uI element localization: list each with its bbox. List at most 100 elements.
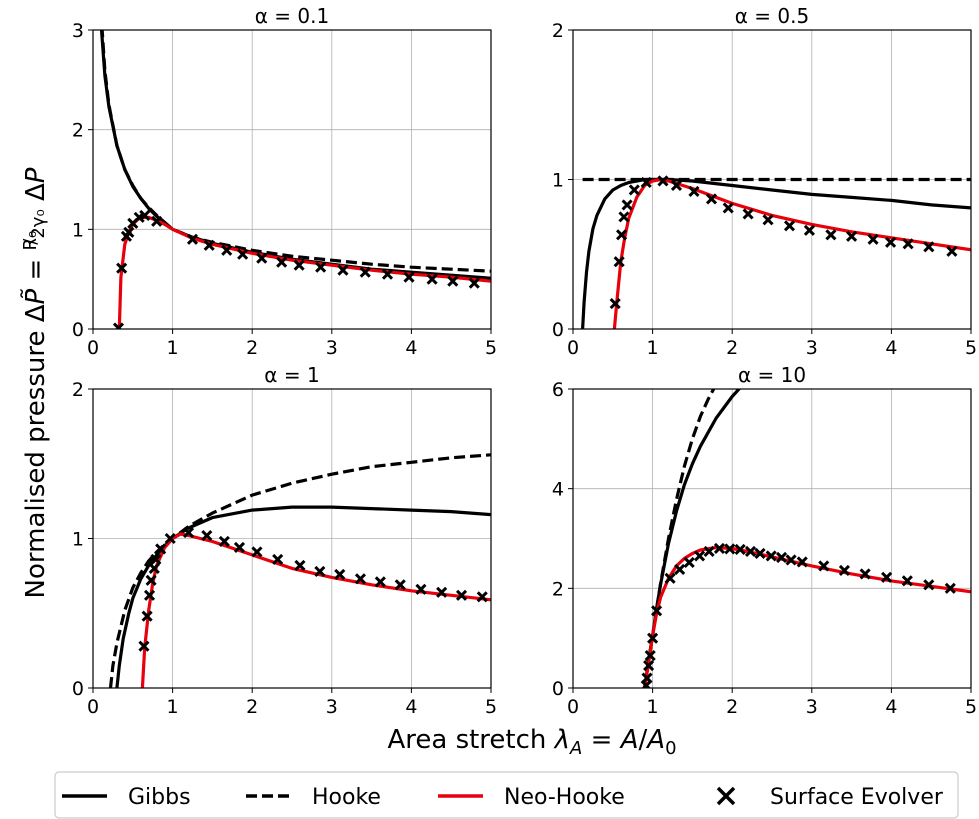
surface-evolver-marker (713, 542, 726, 555)
surface-evolver-marker (785, 554, 797, 566)
surface-evolver-marker (403, 271, 415, 283)
subplot-2: 0 1 2 3 4 5 0 1 2 α = 1 (72, 363, 497, 718)
legend: Gibbs Hooke Neo-Hooke Surface Evolver (54, 771, 959, 819)
surface-evolver-marker (657, 175, 669, 187)
axes-frame (572, 388, 972, 689)
y-tick-label: 0 (72, 319, 84, 341)
y-tick-label: 1 (72, 219, 84, 241)
legend-item-surface-evolver: Surface Evolver (716, 785, 944, 810)
x-tick-label: 2 (726, 696, 738, 718)
surface-evolver-marker (123, 226, 135, 238)
surface-evolver-marker (703, 545, 715, 558)
surface-evolver-marker (621, 199, 633, 211)
y-tick-label: 0 (72, 678, 84, 700)
surface-evolver-marker (754, 547, 766, 560)
surface-evolver-marker (846, 230, 858, 242)
surface-evolver-marker (651, 605, 663, 617)
surface-evolver-marker (825, 229, 837, 241)
surface-evolver-marker (150, 553, 162, 565)
subplot-title: α = 10 (738, 363, 806, 387)
surface-evolver-marker (923, 579, 935, 591)
subplot-title: α = 0.1 (255, 4, 329, 28)
legend-label: Surface Evolver (770, 785, 944, 810)
surface-evolver-marker (742, 208, 754, 220)
y-tick-label: 0 (552, 678, 564, 700)
surface-evolver-marker (838, 564, 850, 576)
y-axis-label: Normalised pressure ΔP̃ = R₀/2γ₀ ΔP (19, 167, 51, 598)
surface-evolver-marker (337, 264, 349, 276)
surface-evolver-marker (796, 556, 808, 568)
subplot-1: 0 1 2 3 4 5 0 1 2 α = 0.5 (552, 4, 977, 359)
y-tick-label: 3 (72, 20, 84, 42)
surface-evolver-marker (272, 553, 284, 565)
surface-evolver-marker (354, 573, 367, 585)
surface-evolver-marker (881, 571, 893, 583)
surface-evolver-marker (293, 259, 305, 271)
surface-evolver-marker (164, 532, 176, 545)
surface-evolver-marker (705, 193, 718, 205)
surface-evolver-marker (294, 559, 306, 571)
legend-marker-icon (716, 786, 736, 806)
x-tick-label: 0 (567, 696, 579, 718)
surface-evolver-marker (803, 224, 815, 236)
surface-evolver-marker (148, 562, 160, 574)
surface-evolver-marker (447, 275, 459, 287)
surface-evolver-marker (155, 543, 167, 555)
x-tick-label: 1 (647, 696, 659, 718)
surface-evolver-marker (218, 535, 230, 548)
surface-evolver-marker (359, 266, 371, 278)
surface-evolver-marker (734, 543, 746, 556)
surface-evolver-marker (664, 572, 676, 584)
x-tick-label: 1 (167, 696, 179, 718)
surface-evolver-marker (233, 541, 246, 554)
surface-evolver-marker (116, 262, 128, 274)
surface-evolver-marker (315, 261, 327, 273)
surface-evolver-marker (923, 241, 935, 253)
surface-evolver-marker (334, 568, 346, 580)
surface-evolver-marker (426, 273, 438, 285)
x-tick-label: 3 (326, 696, 338, 718)
surface-evolver-marker (112, 322, 125, 329)
surface-evolver-marker (901, 575, 913, 587)
surface-evolver-marker (143, 589, 156, 601)
surface-evolver-marker (762, 214, 774, 226)
surface-evolver-marker (618, 211, 630, 223)
surface-evolver-marker (670, 179, 683, 192)
surface-evolver-marker (145, 574, 157, 586)
x-tick-label: 3 (806, 337, 818, 359)
surface-evolver-marker (644, 650, 656, 662)
surface-evolver-marker (783, 220, 796, 232)
y-tick-label: 1 (552, 170, 564, 192)
legend-item-neo-hooke: Neo-Hooke (438, 785, 625, 810)
x-tick-label: 5 (485, 337, 497, 359)
surface-evolver-marker (182, 526, 195, 539)
x-tick-label: 4 (885, 696, 897, 718)
surface-evolver-marker (201, 529, 213, 542)
surface-evolver-marker (476, 591, 488, 603)
surface-evolver-marker (314, 565, 326, 577)
neo-hooke-line (643, 545, 971, 688)
surface-evolver-marker (609, 298, 621, 310)
y-tick-label: 2 (72, 379, 84, 401)
surface-evolver-marker (946, 245, 958, 257)
surface-evolver-marker (615, 229, 628, 241)
x-tick-label: 5 (485, 696, 497, 718)
surface-evolver-marker (643, 660, 655, 672)
surface-evolver-marker (724, 543, 736, 555)
surface-evolver-marker (818, 560, 830, 572)
x-tick-label: 0 (87, 696, 99, 718)
x-axis-label: Area stretch λA = A/A0 (387, 725, 676, 759)
x-tick-label: 4 (885, 337, 897, 359)
y-tick-label: 2 (552, 20, 564, 42)
x-tick-label: 2 (246, 696, 258, 718)
surface-evolver-marker (674, 563, 686, 575)
x-tick-label: 2 (246, 337, 258, 359)
y-tick-label: 4 (552, 479, 564, 501)
legend-label: Neo-Hooke (504, 785, 625, 810)
x-tick-label: 5 (965, 337, 977, 359)
y-tick-label: 2 (552, 578, 564, 600)
surface-evolver-marker (394, 579, 406, 591)
surface-evolver-marker (641, 672, 653, 684)
hooke-line (100, 30, 491, 273)
